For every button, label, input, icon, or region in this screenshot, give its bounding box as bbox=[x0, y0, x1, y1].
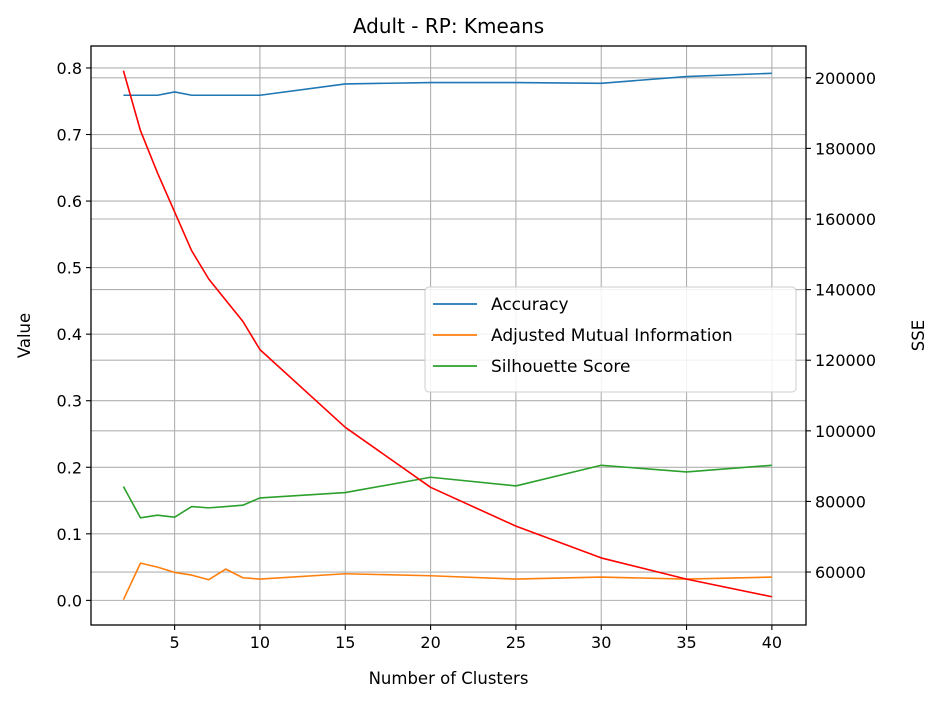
y2-axis-label: SSE bbox=[909, 320, 928, 351]
y2-tick-label: 160000 bbox=[815, 210, 876, 229]
y-tick-label: 0.8 bbox=[57, 59, 82, 78]
y2-tick-label: 80000 bbox=[815, 492, 866, 511]
y-tick-label: 0.6 bbox=[57, 192, 82, 211]
y2-tick-label: 140000 bbox=[815, 281, 876, 300]
y-tick-label: 0.1 bbox=[57, 525, 82, 544]
series-line-adjusted-mutual-information bbox=[122, 562, 772, 601]
x-tick-label: 30 bbox=[591, 633, 611, 652]
x-tick-label: 5 bbox=[170, 633, 180, 652]
y2-tick-label: 120000 bbox=[815, 351, 876, 370]
y2-tick-label: 100000 bbox=[815, 422, 876, 441]
y2-tick-label: 200000 bbox=[815, 69, 876, 88]
y-tick-label: 0.3 bbox=[57, 392, 82, 411]
y-axis-right: 60000 80000 100000 120000 140000 160000 180000… bbox=[806, 69, 876, 582]
series-line-accuracy bbox=[123, 72, 772, 97]
legend-label: Accuracy bbox=[491, 295, 569, 315]
series-line-sse bbox=[122, 70, 773, 598]
legend-box bbox=[424, 286, 797, 393]
y-tick-label: 0.7 bbox=[57, 126, 82, 145]
y-axis-label: Value bbox=[15, 313, 34, 358]
series-lines bbox=[122, 70, 773, 601]
x-tick-label: 10 bbox=[250, 633, 270, 652]
y-tick-label: 0.5 bbox=[57, 259, 82, 278]
x-tick-label: 15 bbox=[335, 633, 355, 652]
x-tick-label: 40 bbox=[762, 633, 782, 652]
x-tick-label: 25 bbox=[506, 633, 526, 652]
x-tick-label: 20 bbox=[420, 633, 440, 652]
legend-label: Silhouette Score bbox=[491, 357, 630, 377]
y-tick-label: 0.4 bbox=[57, 325, 82, 344]
y-tick-label: 0.0 bbox=[57, 591, 82, 610]
y-tick-label: 0.2 bbox=[57, 458, 82, 477]
chart-title: Adult - RP: Kmeans bbox=[353, 14, 544, 38]
plot-frame bbox=[90, 45, 807, 626]
x-tick-label: 35 bbox=[676, 633, 696, 652]
legend: Accuracy Adjusted Mutual Information Silho… bbox=[424, 286, 797, 393]
y2-tick-label: 60000 bbox=[815, 563, 866, 582]
y2-tick-label: 180000 bbox=[815, 139, 876, 158]
y-axis-left: 0.0 0.1 0.2 0.3 0.4 0.5 0.6 0.7 0.8 bbox=[57, 59, 91, 610]
x-axis: 5 10 15 20 25 30 35 40 bbox=[170, 625, 782, 652]
legend-label: Adjusted Mutual Information bbox=[491, 326, 733, 346]
x-axis-label: Number of Clusters bbox=[369, 669, 529, 688]
series-line-silhouette-score bbox=[122, 464, 772, 519]
